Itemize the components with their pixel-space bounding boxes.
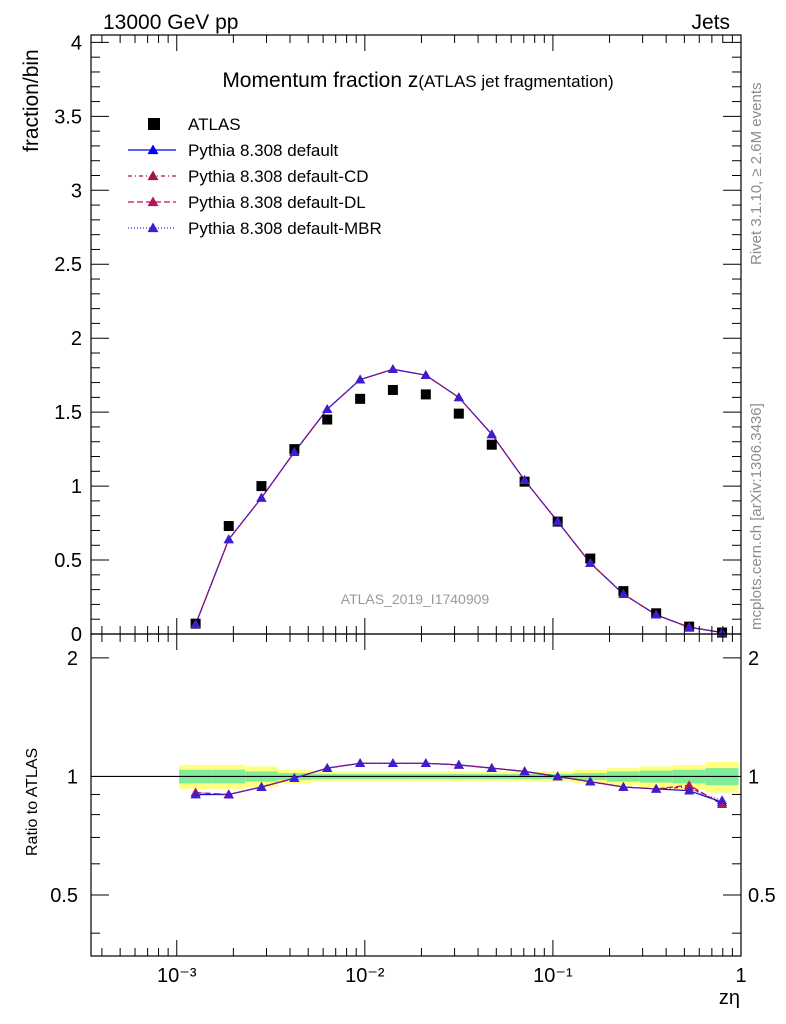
legend: ATLAS Pythia 8.308 default Pythia 8.308 de… <box>128 115 382 238</box>
main-y-tick-label: 3 <box>71 180 82 202</box>
data-point-main <box>684 622 695 632</box>
data-point-ratio <box>552 771 563 781</box>
x-tick-label: 1 <box>735 965 746 987</box>
analysis-label: ATLAS_2019_I1740909 <box>341 591 490 607</box>
data-point-main <box>420 389 431 400</box>
ratio-y-tick-label-left: 2 <box>67 648 78 670</box>
data-point-main <box>453 408 464 419</box>
data-point-ratio <box>322 763 333 772</box>
header-process-label: Jets <box>691 11 730 34</box>
x-tick-label: 10⁻¹ <box>533 965 573 987</box>
data-point-main <box>651 609 662 619</box>
ratio-y-axis-label: Ratio to ATLAS <box>24 748 41 856</box>
data-point-ratio <box>190 789 201 799</box>
legend-marker <box>147 144 159 155</box>
data-point-ratio <box>486 763 497 772</box>
ratio-panel-frame <box>90 633 742 957</box>
header-energy-label: 13000 GeV pp <box>103 11 238 34</box>
main-y-axis-label: fraction/bin <box>20 49 43 152</box>
data-point-main <box>256 481 267 492</box>
legend-label: Pythia 8.308 default <box>188 141 339 160</box>
data-point-main <box>223 521 234 532</box>
data-point-main <box>190 619 201 629</box>
legend-marker <box>147 222 159 233</box>
chart-title-main: Momentum fraction z <box>222 69 418 92</box>
chart-title: Momentum fraction z(ATLAS jet fragmentat… <box>222 69 613 92</box>
data-point-ratio <box>684 780 695 789</box>
data-point-ratio <box>223 789 234 799</box>
plot-frames <box>90 34 742 957</box>
data-point-main <box>355 374 366 384</box>
data-point-main <box>519 475 530 484</box>
x-tick-label: 10⁻² <box>345 965 385 987</box>
data-point-ratio <box>256 782 267 791</box>
ratio-y-tick-label-left: 1 <box>67 766 78 788</box>
chart-title-sub: (ATLAS jet fragmentation) <box>418 72 613 91</box>
data-point-ratio <box>387 758 398 768</box>
series-lines <box>195 368 723 805</box>
data-point-ratio <box>684 785 695 795</box>
legend-label: ATLAS <box>188 115 241 134</box>
data-point-ratio <box>585 776 596 786</box>
rivet-version-label: Rivet 3.1.10, ≥ 2.6M events <box>748 83 765 266</box>
data-point-main <box>256 492 267 502</box>
axis-ticks: 10⁻³ 10⁻² 10⁻¹ 1 0 0.5 1 1.5 2 2.5 3 3.5 4 0.5 0.5 1 1 2 2 <box>50 32 776 987</box>
data-point-ratio <box>717 795 728 805</box>
data-point-ratio <box>289 773 300 782</box>
ratio-y-tick-label-right: 2 <box>748 648 759 670</box>
main-y-tick-label: 0.5 <box>54 550 82 572</box>
data-point-main <box>453 392 464 402</box>
main-y-tick-label: 1 <box>71 476 82 498</box>
data-point-ratio <box>519 766 530 776</box>
legend-label: Pythia 8.308 default-MBR <box>188 219 382 238</box>
main-y-tick-label: 1.5 <box>54 402 82 424</box>
data-point-main <box>552 516 563 526</box>
data-point-main <box>486 429 497 439</box>
x-axis-label: zη <box>719 987 740 1009</box>
data-point-main <box>585 558 596 567</box>
data-point-main <box>355 393 366 404</box>
legend-marker <box>147 170 159 181</box>
data-point-main <box>322 404 333 413</box>
data-point-ratio <box>651 783 662 793</box>
main-y-tick-label: 4 <box>71 32 82 54</box>
data-point-main <box>387 364 398 374</box>
legend-marker <box>147 196 159 207</box>
data-point-ratio <box>618 782 629 791</box>
data-point-ratio <box>355 758 366 768</box>
legend-label: Pythia 8.308 default-DL <box>188 193 366 212</box>
data-point-main <box>387 384 398 395</box>
mcplots-reference-label: mcplots.cern.ch [arXiv:1306.3436] <box>748 403 765 630</box>
data-point-ratio <box>453 759 464 769</box>
legend-label: Pythia 8.308 default-CD <box>188 167 369 186</box>
legend-marker <box>148 118 160 130</box>
data-point-ratio <box>420 758 431 768</box>
ratio-y-tick-label-right: 1 <box>748 766 759 788</box>
x-tick-label: 10⁻³ <box>157 965 197 987</box>
main-y-tick-label: 3.5 <box>54 106 82 128</box>
data-markers <box>190 364 728 808</box>
data-point-main <box>420 370 431 379</box>
main-y-tick-label: 2 <box>71 328 82 350</box>
data-point-main <box>322 414 333 425</box>
ratio-y-tick-label-left: 0.5 <box>50 885 78 907</box>
data-point-main <box>486 439 497 450</box>
main-y-tick-label: 2.5 <box>54 254 82 276</box>
data-point-main <box>223 534 234 544</box>
ratio-y-tick-label-right: 0.5 <box>748 885 776 907</box>
main-y-tick-label: 0 <box>71 624 82 646</box>
data-point-main <box>289 447 300 456</box>
data-point-main <box>618 589 629 598</box>
